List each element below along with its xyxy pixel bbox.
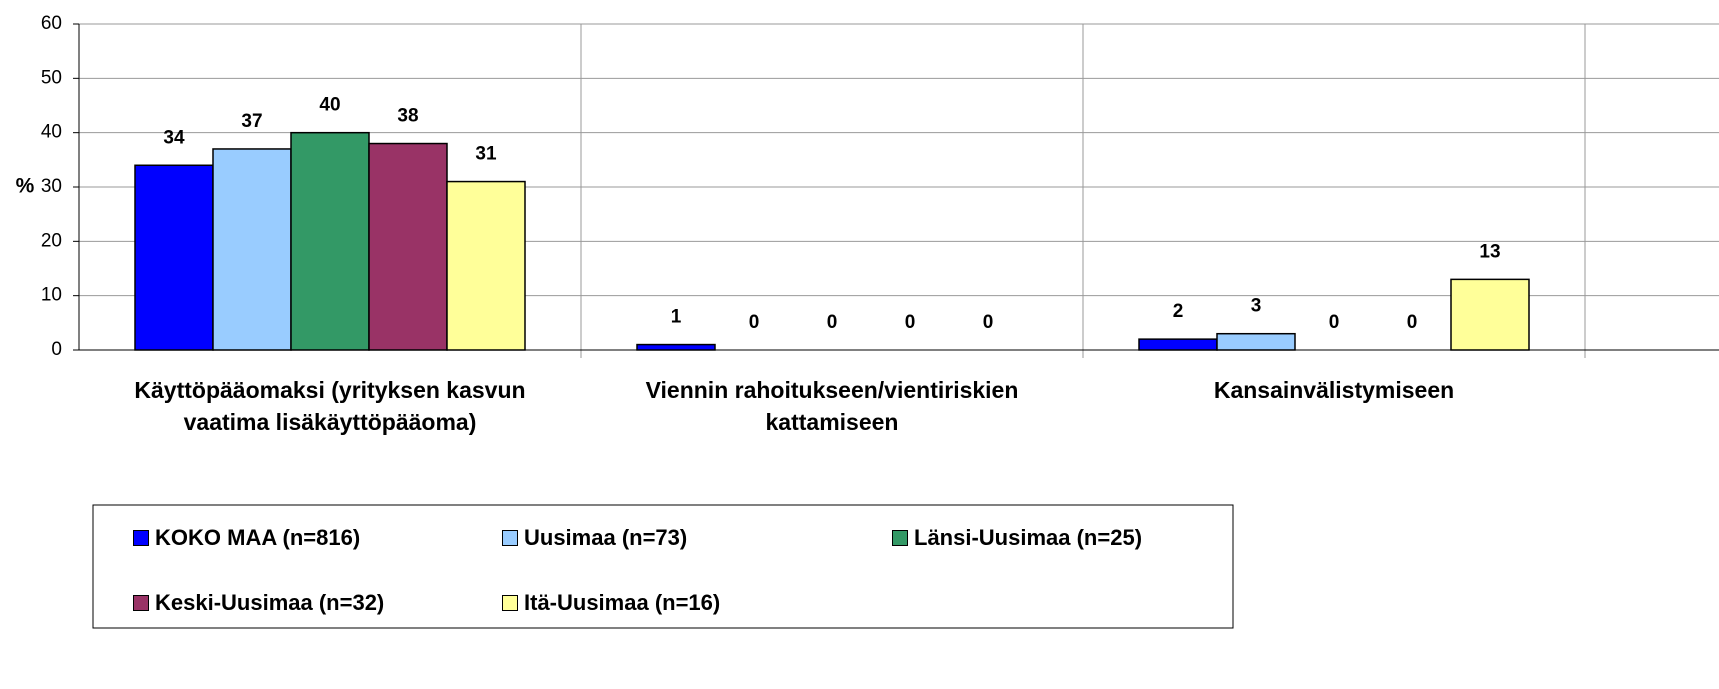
data-label: 0 (1407, 312, 1418, 333)
y-axis-label: % (16, 175, 35, 198)
bar (212, 148, 292, 351)
data-label: 0 (749, 312, 760, 333)
bar (1138, 338, 1218, 351)
bar (368, 142, 448, 351)
legend-label: Keski-Uusimaa (n=32) (155, 590, 385, 615)
legend-swatch (502, 595, 518, 611)
data-label: 38 (397, 106, 418, 127)
bar (446, 180, 526, 351)
x-tick-label: Kansainvälistymiseen (1213, 377, 1455, 403)
bar (134, 164, 214, 351)
data-label: 31 (475, 144, 497, 165)
data-label: 0 (983, 312, 994, 333)
legend-item: Länsi-Uusimaa (n=25) (892, 524, 1142, 552)
y-tick-label: 40 (41, 122, 62, 143)
data-label: 0 (905, 312, 916, 333)
legend-item: Keski-Uusimaa (n=32) (133, 589, 384, 617)
data-label: 3 (1251, 296, 1262, 317)
legend-swatch (502, 530, 518, 546)
data-label: 1 (671, 307, 682, 328)
bar (290, 131, 370, 351)
x-tick-label: Käyttöpääomaksi (yrityksen kasvun vaatim… (134, 377, 526, 435)
y-tick-label: 10 (41, 285, 62, 306)
data-label: 13 (1479, 241, 1500, 262)
legend-label: Uusimaa (n=73) (524, 525, 688, 550)
bar (1450, 278, 1530, 351)
data-label: 40 (319, 95, 340, 116)
bar (1216, 332, 1296, 351)
y-tick-label: 30 (41, 176, 62, 197)
legend-label: Länsi-Uusimaa (n=25) (914, 525, 1143, 550)
legend-label: KOKO MAA (n=816) (155, 525, 361, 550)
data-label: 0 (827, 312, 838, 333)
data-label: 37 (241, 111, 262, 132)
data-label: 34 (163, 127, 185, 148)
y-tick-label: 50 (41, 67, 62, 88)
legend-item: Uusimaa (n=73) (502, 524, 687, 552)
data-label: 0 (1329, 312, 1340, 333)
legend-swatch (133, 530, 149, 546)
legend-item: Itä-Uusimaa (n=16) (502, 589, 720, 617)
legend-swatch (892, 530, 908, 546)
legend-item: KOKO MAA (n=816) (133, 524, 360, 552)
x-tick-label: Viennin rahoitukseen/vientiriskien katta… (645, 377, 1019, 435)
y-tick-label: 20 (41, 230, 62, 251)
data-label: 2 (1173, 301, 1184, 322)
legend-box (92, 504, 1234, 629)
legend-label: Itä-Uusimaa (n=16) (524, 590, 721, 615)
y-tick-label: 60 (41, 13, 62, 34)
legend-swatch (133, 595, 149, 611)
y-tick-label: 0 (51, 339, 62, 360)
bar (636, 343, 716, 351)
